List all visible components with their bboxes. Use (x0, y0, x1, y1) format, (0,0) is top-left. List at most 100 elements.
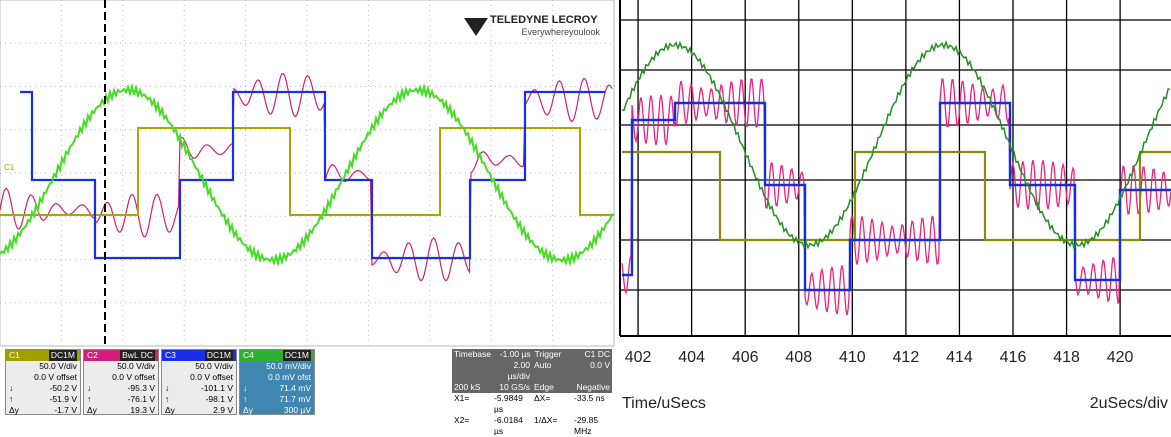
readout-row: ↑-51.9 V (6, 394, 80, 405)
readout-row: 0.0 mV ofst (240, 372, 314, 383)
x-tick-label: 412 (893, 349, 920, 366)
cursor-cell: -33.5 ns (572, 393, 612, 415)
readout-row: ↑ 71.7 mV (240, 394, 314, 405)
timebase-row: 2.00 µs/divAuto0.0 V (452, 360, 612, 382)
readout-value: 2.9 V (213, 405, 233, 416)
channel-box: C2 BwL DC50.0 V/div0.0 V offset ↓ -95.3 V ↑ -… (83, 349, 159, 415)
readout-label: Δy (87, 405, 97, 416)
x-tick-label: 420 (1107, 349, 1134, 366)
timebase-cell: Negative (572, 382, 612, 393)
readout-label: Δy (9, 405, 19, 416)
readout-label: ↑ (165, 394, 169, 405)
cursor-cell: -6.0184 µs (492, 415, 532, 437)
channel-coupling: BwL DC (120, 350, 155, 361)
channel-coupling: DC1M (205, 350, 233, 361)
readout-row: ↓ -101.1 V (162, 383, 236, 394)
readout-value: 0.0 V offset (190, 372, 233, 383)
readout-row: 50.0 mV/div (240, 361, 314, 372)
channel-header: C1DC1M (6, 350, 80, 361)
x-axis-label: Time/uSecs (622, 395, 706, 412)
channel-name: C4 (243, 350, 254, 361)
readout-row: 0.0 V offset (162, 372, 236, 383)
x-tick-label: 408 (785, 349, 812, 366)
channel-header: C4 DC1M (240, 350, 314, 361)
readout-label: ↓ (243, 383, 247, 394)
logo-brand: TELEDYNE LECROY (490, 14, 598, 26)
channel-coupling: DC1M (283, 350, 311, 361)
x-tick-label: 416 (1000, 349, 1027, 366)
cursor-cell: ΔX= (532, 393, 572, 415)
trigger-marker: C1 (4, 163, 15, 172)
readout-label: ↓ (87, 383, 91, 394)
readout-row: 0.0 V offset (84, 372, 158, 383)
readout-row: ↓ 71.4 mV (240, 383, 314, 394)
x-tick-label: 410 (839, 349, 866, 366)
readout-row: ↓ -50.2 V (6, 383, 80, 394)
readout-value: -95.3 V (128, 383, 155, 394)
readout-label: ↓ (9, 383, 13, 394)
timebase-cell: Auto (532, 360, 572, 382)
readout-row: 50.0 V/div (162, 361, 236, 372)
readout-row: 50.0 V/div (6, 361, 80, 372)
readout-value: 50.0 V/div (117, 361, 155, 372)
timebase-cell: 200 kS (452, 382, 492, 393)
timebase-cell: Timebase (452, 349, 493, 360)
readout-value: 50.0 V/div (39, 361, 77, 372)
timebase-cell (452, 360, 492, 382)
timebase-cell: 0.0 V (572, 360, 612, 382)
readout-label: ↑ (243, 394, 247, 405)
readout-value: -51.9 V (50, 394, 77, 405)
cursor-cell: 1/ΔX= (532, 415, 572, 437)
readout-value: 300 µV (284, 405, 311, 416)
readout-label: Δy (165, 405, 175, 416)
readout-value: 50.0 mV/div (266, 361, 311, 372)
cursor-cell: -5.9849 µs (492, 393, 532, 415)
readout-value: 0.0 mV ofst (268, 372, 311, 383)
x-tick-label: 406 (732, 349, 759, 366)
readout-row: Δy -1.7 V (6, 405, 80, 416)
readout-label: ↑ (87, 394, 91, 405)
timebase-cell: Trigger (533, 349, 573, 360)
readout-value: 0.0 V offset (34, 372, 77, 383)
scale-label: 2uSecs/div (1090, 395, 1168, 412)
logo-tagline: Everywhereyoulook (521, 27, 600, 37)
right-screen (620, 0, 1171, 336)
readout-value: 50.0 V/div (195, 361, 233, 372)
readout-label: ↓ (165, 383, 169, 394)
readout-value: -1.7 V (54, 405, 77, 416)
readout-row: 0.0 V offset (6, 372, 80, 383)
channel-name: C2 (87, 350, 98, 361)
screenshot: 402404406408410412414416418420 C1 TELEDY… (0, 0, 1171, 418)
readout-value: 71.7 mV (279, 394, 311, 405)
readout-value: -76.1 V (128, 394, 155, 405)
cursor-cell: X1= (452, 393, 492, 415)
left-screen (0, 0, 614, 346)
x-tick-label: 418 (1053, 349, 1080, 366)
readout-row: ↓ -95.3 V (84, 383, 158, 394)
readout-value: 19.3 V (130, 405, 155, 416)
timebase-row: Timebase-1.00 µsTriggerC1 DC (452, 349, 612, 360)
timebase-cell: 2.00 µs/div (492, 360, 532, 382)
channel-name: C1 (9, 350, 20, 361)
readout-row: 50.0 V/div (84, 361, 158, 372)
readout-row: ↑ -98.1 V (162, 394, 236, 405)
readout-row: Δy 2.9 V (162, 405, 236, 416)
timebase-cell: C1 DC (572, 349, 612, 360)
readout-value: 0.0 V offset (112, 372, 155, 383)
cursor-cell: X2= (452, 415, 492, 437)
timebase-cell: -1.00 µs (493, 349, 533, 360)
readout-value: -98.1 V (206, 394, 233, 405)
x-tick-label: 414 (946, 349, 973, 366)
x-tick-label: 402 (625, 349, 652, 366)
readout-row: Δy 19.3 V (84, 405, 158, 416)
readout-value: 71.4 mV (279, 383, 311, 394)
readout-value: -101.1 V (201, 383, 233, 394)
readout-value: -50.2 V (50, 383, 77, 394)
channel-header: C2 BwL DC (84, 350, 158, 361)
